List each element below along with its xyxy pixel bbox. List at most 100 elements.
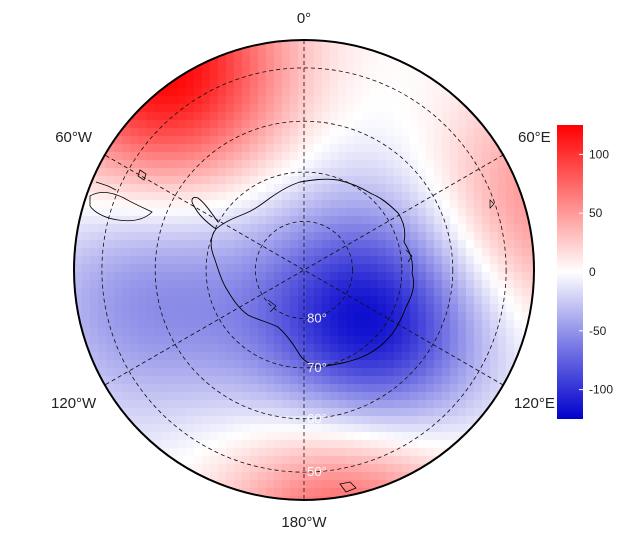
field-cell bbox=[306, 208, 315, 217]
field-cell bbox=[146, 320, 155, 329]
field-cell bbox=[450, 304, 459, 313]
field-cell bbox=[442, 304, 451, 313]
field-cell bbox=[218, 56, 227, 65]
field-cell bbox=[282, 56, 291, 65]
field-cell bbox=[466, 160, 475, 169]
field-cell bbox=[274, 408, 283, 417]
field-cell bbox=[322, 400, 331, 409]
field-cell bbox=[194, 384, 203, 393]
field-cell bbox=[266, 128, 275, 137]
field-cell bbox=[450, 96, 459, 105]
field-cell bbox=[194, 432, 203, 441]
field-cell bbox=[346, 344, 355, 353]
field-cell bbox=[282, 152, 291, 161]
field-cell bbox=[226, 440, 235, 449]
field-cell bbox=[186, 192, 195, 201]
field-cell bbox=[314, 424, 323, 433]
field-cell bbox=[378, 208, 387, 217]
field-cell bbox=[266, 456, 275, 465]
field-cell bbox=[394, 360, 403, 369]
field-cell bbox=[258, 376, 267, 385]
field-cell bbox=[146, 432, 155, 441]
field-cell bbox=[314, 128, 323, 137]
field-cell bbox=[410, 280, 419, 289]
field-cell bbox=[226, 200, 235, 209]
field-cell bbox=[226, 304, 235, 313]
field-cell bbox=[386, 432, 395, 441]
field-cell bbox=[378, 200, 387, 209]
field-cell bbox=[370, 440, 379, 449]
field-cell bbox=[330, 72, 339, 81]
field-cell bbox=[386, 264, 395, 273]
field-cell bbox=[354, 80, 363, 89]
field-cell bbox=[234, 456, 243, 465]
field-cell bbox=[378, 480, 387, 489]
field-cell bbox=[130, 288, 139, 297]
field-cell bbox=[346, 464, 355, 473]
field-cell bbox=[82, 176, 91, 185]
field-cell bbox=[274, 416, 283, 425]
field-cell bbox=[178, 344, 187, 353]
field-cell bbox=[250, 376, 259, 385]
field-cell bbox=[506, 208, 515, 217]
field-cell bbox=[322, 424, 331, 433]
field-cell bbox=[274, 48, 283, 57]
field-cell bbox=[298, 304, 307, 313]
field-cell bbox=[378, 152, 387, 161]
field-cell bbox=[162, 288, 171, 297]
field-cell bbox=[354, 128, 363, 137]
field-cell bbox=[386, 352, 395, 361]
field-cell bbox=[346, 104, 355, 113]
field-cell bbox=[258, 200, 267, 209]
field-cell bbox=[178, 128, 187, 137]
field-cell bbox=[98, 352, 107, 361]
field-cell bbox=[234, 192, 243, 201]
field-cell bbox=[402, 240, 411, 249]
field-cell bbox=[298, 336, 307, 345]
field-cell bbox=[194, 264, 203, 273]
field-cell bbox=[218, 112, 227, 121]
field-cell bbox=[314, 200, 323, 209]
field-cell bbox=[354, 200, 363, 209]
field-cell bbox=[530, 288, 534, 297]
field-cell bbox=[122, 280, 131, 289]
field-cell bbox=[154, 320, 163, 329]
field-cell bbox=[146, 216, 155, 225]
field-cell bbox=[186, 112, 195, 121]
field-cell bbox=[330, 272, 339, 281]
field-cell bbox=[378, 488, 387, 497]
field-cell bbox=[434, 136, 443, 145]
field-cell bbox=[386, 232, 395, 241]
field-cell bbox=[154, 344, 163, 353]
field-cell bbox=[306, 400, 315, 409]
field-cell bbox=[106, 352, 115, 361]
field-cell bbox=[498, 336, 507, 345]
field-cell bbox=[298, 400, 307, 409]
field-cell bbox=[210, 248, 219, 257]
field-cell bbox=[250, 160, 259, 169]
field-cell bbox=[210, 120, 219, 129]
field-cell bbox=[346, 208, 355, 217]
field-cell bbox=[266, 264, 275, 273]
field-cell bbox=[354, 344, 363, 353]
field-cell bbox=[370, 232, 379, 241]
field-cell bbox=[274, 392, 283, 401]
field-cell bbox=[410, 248, 419, 257]
field-cell bbox=[378, 472, 387, 481]
field-cell bbox=[450, 448, 459, 457]
field-cell bbox=[426, 368, 435, 377]
field-cell bbox=[498, 192, 507, 201]
field-cell bbox=[490, 408, 499, 417]
field-cell bbox=[426, 280, 435, 289]
field-cell bbox=[442, 280, 451, 289]
field-cell bbox=[122, 216, 131, 225]
field-cell bbox=[170, 112, 179, 121]
field-cell bbox=[322, 328, 331, 337]
field-cell bbox=[234, 120, 243, 129]
field-cell bbox=[218, 280, 227, 289]
field-cell bbox=[314, 288, 323, 297]
field-cell bbox=[346, 312, 355, 321]
field-cell bbox=[266, 352, 275, 361]
field-cell bbox=[314, 72, 323, 81]
field-cell bbox=[202, 352, 211, 361]
